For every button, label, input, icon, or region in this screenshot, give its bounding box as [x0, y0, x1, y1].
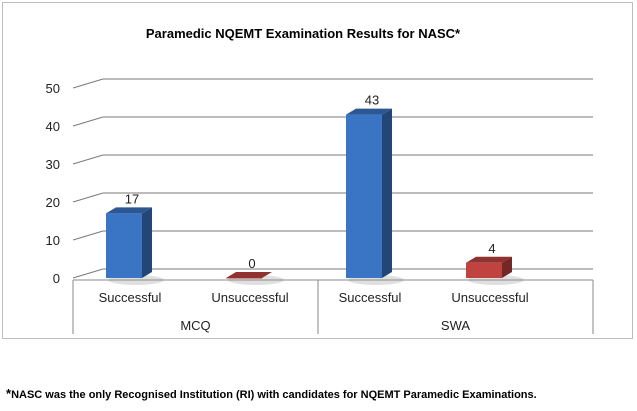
bar — [466, 262, 502, 278]
data-label: 17 — [125, 191, 139, 206]
x-category-label: Unsuccessful — [211, 290, 288, 305]
bars — [106, 108, 524, 285]
gridline-depth — [72, 230, 104, 241]
bar — [226, 278, 262, 279]
y-tick-label: 10 — [46, 233, 60, 248]
y-axis-ticks: 0 10 20 30 40 50 — [46, 81, 60, 286]
data-labels: 17 0 43 4 — [125, 93, 496, 271]
bar-chart: Paramedic NQEMT Examination Results for … — [46, 26, 594, 334]
x-group-label: MCQ — [180, 318, 210, 333]
data-label: 43 — [365, 93, 379, 108]
bar-side — [502, 256, 512, 278]
bar-top — [226, 272, 272, 278]
bar-side — [382, 108, 392, 278]
bar — [106, 213, 142, 278]
bar-top — [106, 207, 152, 214]
y-tick-label: 30 — [46, 157, 60, 172]
data-label: 4 — [488, 241, 495, 256]
gridline-depth — [72, 268, 104, 279]
footnote-text: NASC was the only Recognised Institution… — [11, 389, 537, 401]
x-category-label: Successful — [339, 290, 402, 305]
gridline-depth — [72, 78, 104, 89]
footnote-marker: * — [6, 386, 12, 401]
bar-top — [346, 108, 392, 115]
x-category-label: Unsuccessful — [451, 290, 528, 305]
x-category-label: Successful — [99, 290, 162, 305]
data-label: 0 — [248, 256, 255, 271]
y-tick-label: 50 — [46, 81, 60, 96]
footnote: *NASC was the only Recognised Institutio… — [6, 386, 537, 401]
x-group-label: SWA — [441, 318, 470, 333]
y-tick-label: 40 — [46, 119, 60, 134]
bar-side — [142, 207, 152, 278]
gridline-depth — [72, 154, 104, 165]
gridline-depth — [72, 192, 104, 203]
gridline-depth — [72, 116, 104, 127]
bar — [346, 114, 382, 278]
y-tick-label: 0 — [53, 271, 60, 286]
bar-top — [466, 256, 512, 263]
y-tick-label: 20 — [46, 195, 60, 210]
chart-title: Paramedic NQEMT Examination Results for … — [146, 26, 461, 41]
